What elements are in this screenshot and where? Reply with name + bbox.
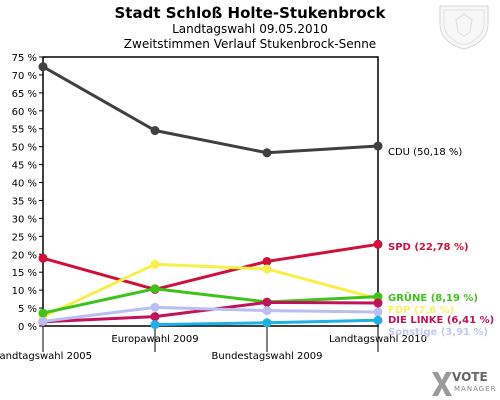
data-point-spd bbox=[262, 256, 272, 266]
end-label-fdp: FDP (7,6 %) bbox=[388, 305, 454, 316]
end-label-cdu: CDU (50,18 %) bbox=[388, 147, 462, 158]
series-line-spd bbox=[42, 242, 379, 291]
y-tick-label: 75 % bbox=[12, 53, 37, 64]
series-line-sonstige bbox=[42, 305, 379, 323]
data-point-fdp bbox=[150, 259, 160, 269]
data-point-piraten bbox=[150, 320, 160, 330]
data-point-cdu bbox=[38, 62, 48, 72]
data-point-sonstige bbox=[38, 316, 48, 326]
x-tick-label: Landtagswahl 2005 bbox=[0, 351, 92, 362]
series-line-gr-ne bbox=[42, 287, 379, 315]
data-point-die-linke bbox=[373, 298, 383, 308]
end-label-gr-ne: GRÜNE (8,19 %) bbox=[388, 290, 478, 304]
y-tick-label: 25 % bbox=[12, 232, 37, 243]
end-label-die-linke: DIE LINKE (6,41 %) bbox=[388, 315, 494, 326]
y-tick-label: 5 % bbox=[18, 304, 37, 315]
chart-subtitle-district: Zweitstimmen Verlauf Stukenbrock-Senne bbox=[123, 37, 377, 51]
data-point-fdp bbox=[262, 264, 272, 274]
data-point-spd bbox=[373, 239, 383, 249]
y-tick-label: 65 % bbox=[12, 89, 37, 100]
chart-subtitle-election: Landtagswahl 09.05.2010 bbox=[172, 22, 328, 36]
data-point-gr-ne bbox=[150, 284, 160, 294]
data-point-gr-ne bbox=[38, 308, 48, 318]
data-point-sonstige bbox=[262, 306, 272, 316]
data-point-die-linke bbox=[262, 297, 272, 307]
data-point-gr-ne bbox=[373, 292, 383, 302]
data-point-cdu bbox=[150, 126, 160, 136]
logo-text-manager: MANAGER bbox=[454, 385, 497, 393]
data-point-piraten bbox=[262, 318, 272, 328]
plot-area bbox=[42, 56, 379, 327]
y-tick-label: 40 % bbox=[12, 179, 37, 190]
coat-of-arms-icon bbox=[439, 5, 489, 50]
y-tick-label: 70 % bbox=[12, 71, 37, 82]
vote-manager-logo bbox=[432, 372, 452, 396]
y-tick-label: 50 % bbox=[12, 143, 37, 154]
data-point-cdu bbox=[262, 148, 272, 158]
data-point-piraten bbox=[373, 315, 383, 325]
end-label-sonstige: Sonstige (3,91 %) bbox=[388, 327, 488, 338]
y-tick-label: 60 % bbox=[12, 107, 37, 118]
logo-text-vote: VOTE bbox=[452, 370, 488, 384]
data-point-cdu bbox=[373, 141, 383, 151]
data-point-die-linke bbox=[150, 312, 160, 322]
y-tick-label: 0 % bbox=[18, 322, 37, 333]
chart-title: Stadt Schloß Holte-Stukenbrock bbox=[114, 4, 386, 22]
x-tick-label: Landtagswahl 2010 bbox=[329, 334, 427, 345]
series-line-fdp bbox=[42, 262, 379, 319]
data-point-spd bbox=[38, 253, 48, 263]
y-tick-label: 10 % bbox=[12, 286, 37, 297]
data-point-sonstige bbox=[373, 307, 383, 317]
y-tick-label: 20 % bbox=[12, 250, 37, 261]
data-point-sonstige bbox=[150, 302, 160, 312]
y-tick-label: 35 % bbox=[12, 196, 37, 207]
x-tick-label: Bundestagswahl 2009 bbox=[212, 351, 323, 362]
x-tick-label: Europawahl 2009 bbox=[111, 334, 198, 345]
y-tick-label: 30 % bbox=[12, 214, 37, 225]
y-tick-label: 15 % bbox=[12, 268, 37, 279]
end-label-spd: SPD (22,78 %) bbox=[388, 242, 469, 253]
series-line-cdu bbox=[42, 65, 379, 155]
y-tick-label: 55 % bbox=[12, 125, 37, 136]
y-tick-label: 45 % bbox=[12, 161, 37, 172]
